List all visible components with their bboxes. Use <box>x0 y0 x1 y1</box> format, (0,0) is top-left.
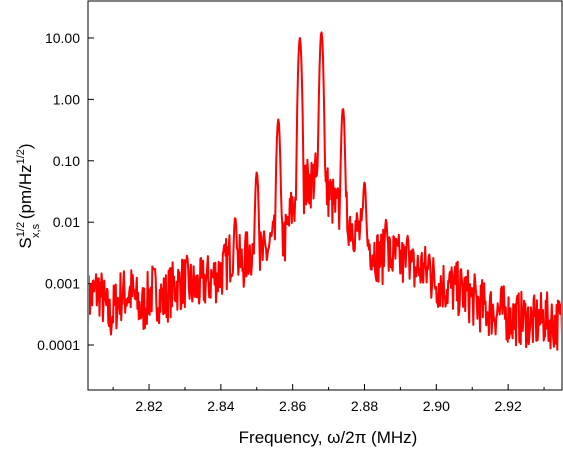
y-tick-label: 10.00 <box>45 30 80 46</box>
spectrum-line <box>89 31 561 351</box>
x-axis-title: Frequency, ω/2π (MHz) <box>239 428 418 447</box>
plot-frame <box>87 0 563 391</box>
y-tick-label: 1.00 <box>53 91 80 107</box>
y-axis-tick-labels: 0.0001 0.001 0.01 0.10 1.00 10.00 <box>37 30 80 353</box>
x-tick-label: 2.88 <box>351 398 378 414</box>
x-tick-label: 2.82 <box>135 398 162 414</box>
x-tick-label: 2.86 <box>279 398 306 414</box>
svg-text:S1/2x,s (pm/Hz1/2): S1/2 x,s (pm/Hz1/2) <box>15 143 42 248</box>
y-tick-label: 0.10 <box>53 153 80 169</box>
x-axis-tick-labels: 2.82 2.84 2.86 2.88 2.90 2.92 <box>135 398 522 414</box>
y-tick-label: 0.0001 <box>37 337 80 353</box>
y-tick-label: 0.001 <box>45 276 80 292</box>
x-tick-label: 2.84 <box>207 398 234 414</box>
x-tick-label: 2.92 <box>495 398 522 414</box>
x-tick-label: 2.90 <box>423 398 450 414</box>
x-axis-ticks <box>112 384 545 390</box>
y-tick-label: 0.01 <box>53 214 80 230</box>
y-axis-title: S1/2 x,s (pm/Hz1/2) <box>15 143 42 248</box>
